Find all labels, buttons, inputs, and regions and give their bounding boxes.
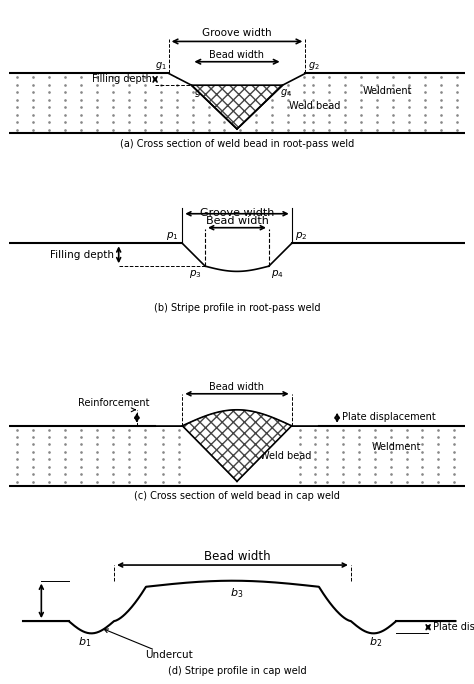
Text: $p_4$: $p_4$	[271, 267, 284, 280]
Text: Filling depth: Filling depth	[91, 75, 152, 84]
Text: $b_3$: $b_3$	[230, 586, 244, 600]
Text: $b_1$: $b_1$	[78, 635, 91, 649]
Text: Bead width: Bead width	[210, 50, 264, 60]
Text: Reinforcement: Reinforcement	[78, 397, 149, 408]
Text: $p_1$: $p_1$	[166, 230, 179, 241]
Polygon shape	[169, 73, 305, 86]
Text: $g_4$: $g_4$	[280, 88, 292, 99]
Text: (a) Cross section of weld bead in root-pass weld: (a) Cross section of weld bead in root-p…	[120, 139, 354, 148]
Text: Undercut: Undercut	[145, 650, 192, 659]
Text: Groove width: Groove width	[200, 209, 274, 218]
Text: $p_2$: $p_2$	[295, 230, 308, 241]
Polygon shape	[182, 410, 292, 482]
Text: Weld bead: Weld bead	[260, 451, 311, 461]
Text: Bead width: Bead width	[210, 382, 264, 392]
Text: (d) Stripe profile in cap weld: (d) Stripe profile in cap weld	[168, 666, 306, 676]
Text: Filling depth: Filling depth	[50, 250, 114, 260]
Text: (b) Stripe profile in root-pass weld: (b) Stripe profile in root-pass weld	[154, 303, 320, 313]
Text: $b_2$: $b_2$	[369, 635, 383, 649]
Text: Plate displacement: Plate displacement	[433, 622, 474, 632]
Text: Bead width: Bead width	[204, 550, 270, 563]
Text: $g_1$: $g_1$	[155, 60, 166, 72]
Text: $p_3$: $p_3$	[189, 267, 201, 280]
Text: Weldment: Weldment	[363, 86, 412, 96]
Text: Groove width: Groove width	[202, 28, 272, 38]
Text: Weldment: Weldment	[372, 442, 421, 452]
Text: Plate displacement: Plate displacement	[342, 412, 436, 422]
Text: Weld bead: Weld bead	[289, 101, 341, 111]
Text: (c) Cross section of weld bead in cap weld: (c) Cross section of weld bead in cap we…	[134, 491, 340, 501]
Text: $g_2$: $g_2$	[308, 60, 319, 72]
Text: $g_3$: $g_3$	[194, 88, 206, 99]
Polygon shape	[191, 86, 283, 129]
Text: Bead width: Bead width	[206, 215, 268, 226]
